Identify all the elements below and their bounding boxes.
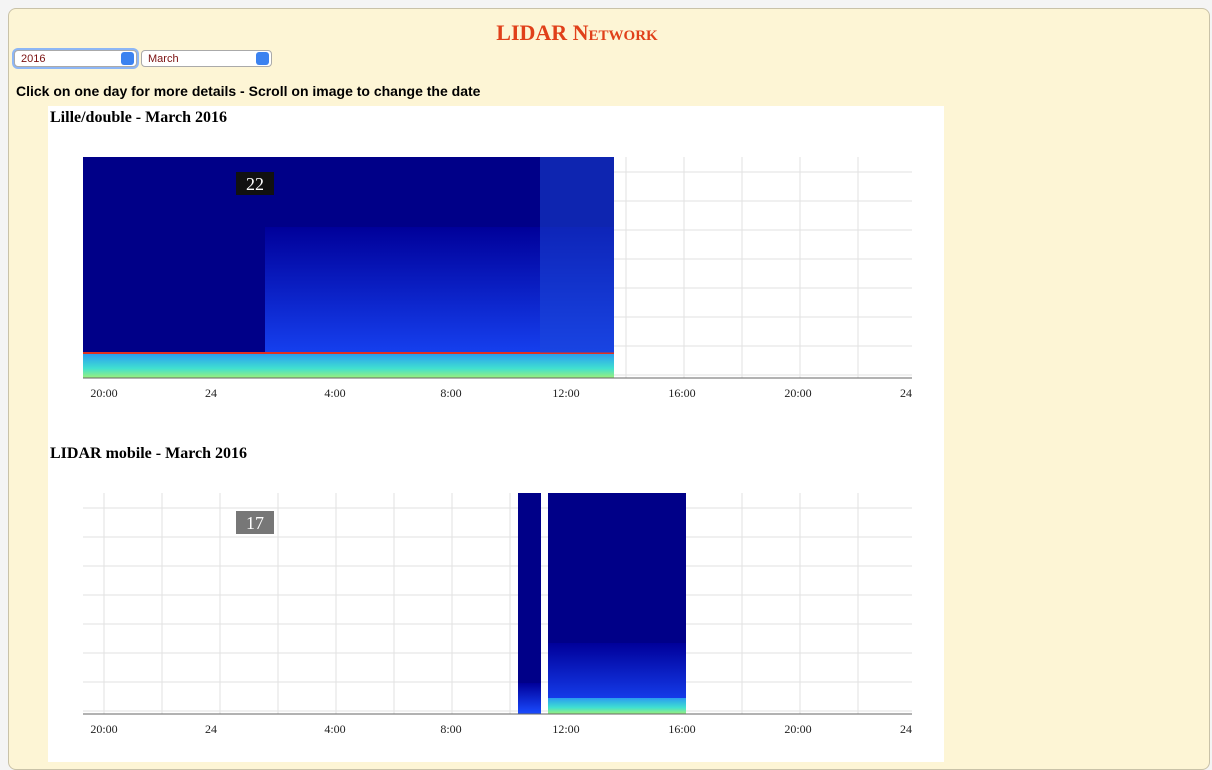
x-tick-label: 20:00 <box>90 722 117 736</box>
x-tick-label: 24 <box>900 386 912 400</box>
day-label: 22 <box>246 174 264 194</box>
lidar-image-layer <box>540 157 614 353</box>
panels: Lille/double - March 2016 22 20:00 24 4:00 8:… <box>0 0 1212 762</box>
x-tick-label: 8:00 <box>440 386 461 400</box>
panel-title: Lille/double - March 2016 <box>50 109 227 126</box>
x-tick-label: 20:00 <box>784 386 811 400</box>
lidar-image[interactable] <box>518 493 541 714</box>
day-label: 17 <box>246 513 264 533</box>
page: LIDAR Network 2016 March Click on one da… <box>0 0 1212 762</box>
panel-title: LIDAR mobile - March 2016 <box>50 445 247 462</box>
lidar-image-layer <box>83 354 614 378</box>
x-tick-label: 24 <box>900 722 912 736</box>
x-tick-label: 24 <box>205 722 217 736</box>
lidar-image-layer <box>518 683 541 714</box>
x-tick-label: 12:00 <box>552 386 579 400</box>
x-tick-label: 12:00 <box>552 722 579 736</box>
x-tick-label: 20:00 <box>784 722 811 736</box>
x-tick-label: 16:00 <box>668 722 695 736</box>
x-tick-label: 4:00 <box>324 722 345 736</box>
x-tick-label: 16:00 <box>668 386 695 400</box>
lidar-image-layer <box>548 698 686 714</box>
x-tick-label: 20:00 <box>90 386 117 400</box>
x-tick-label: 8:00 <box>440 722 461 736</box>
x-tick-label: 4:00 <box>324 386 345 400</box>
x-tick-label: 24 <box>205 386 217 400</box>
